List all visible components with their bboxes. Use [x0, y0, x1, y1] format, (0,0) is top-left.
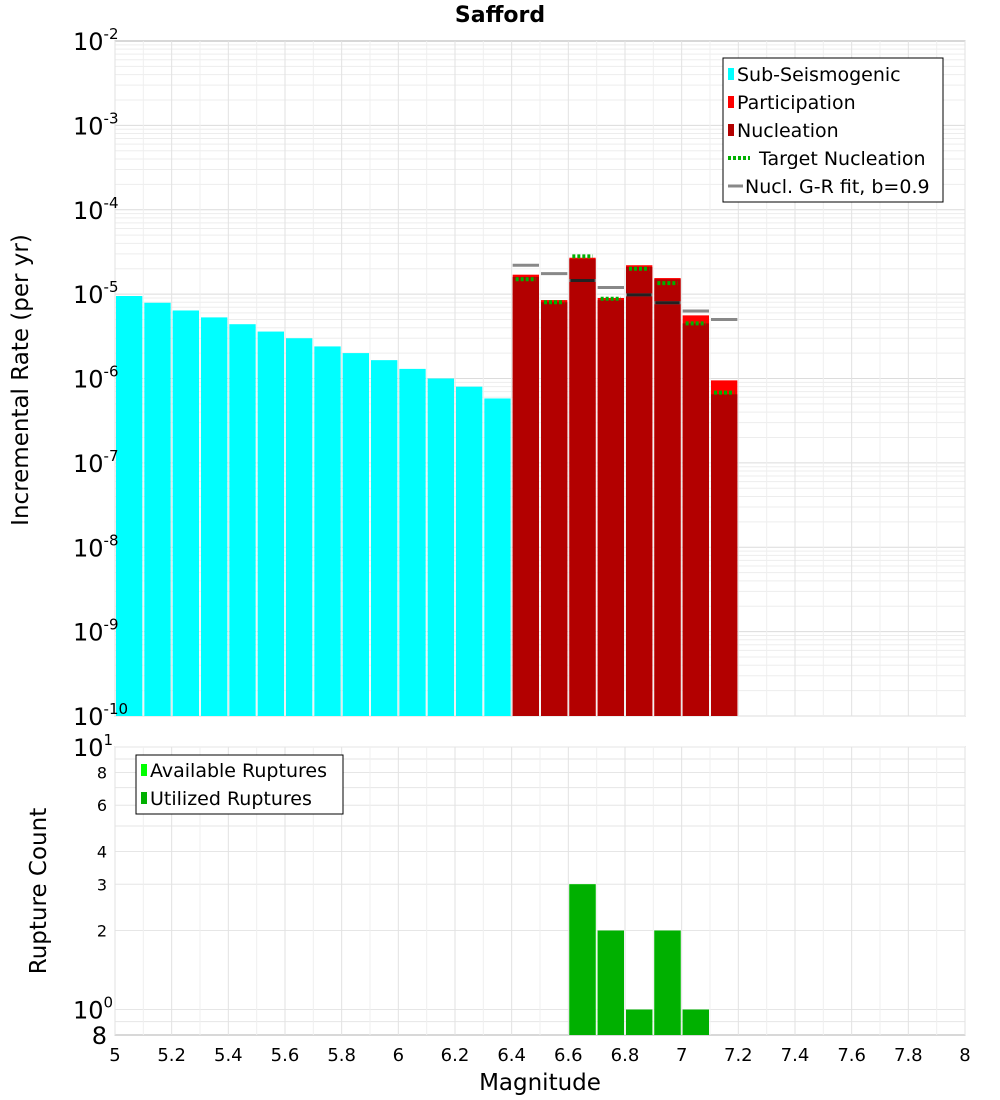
bottom-y-minor-tick-label: 4 [97, 842, 107, 861]
top-legend: Sub-Seismogenic Participation Nucleation Ta… [722, 57, 944, 203]
top-y-axis-label: Incremental Rate (per yr) [8, 234, 34, 526]
x-tick-label: 5.6 [271, 1045, 300, 1066]
legend-label-target-nucleation: Target Nucleation [758, 148, 926, 170]
utilized-ruptures-bar [569, 884, 596, 1035]
nucleation-bar [654, 279, 681, 716]
sub-seismogenic-bar [172, 310, 199, 716]
sub-seismogenic-bar [427, 378, 454, 716]
bottom-y-minor-tick-label: 8 [97, 763, 107, 782]
x-ticks: 5 5.2 5.4 5.6 5.8 6 6.2 6.4 6.6 6.8 7 7.2 7.4 7.6 7.8 8 [109, 1045, 970, 1066]
legend-label-utilized-ruptures: Utilized Ruptures [150, 788, 312, 810]
utilized-ruptures-bar [597, 930, 624, 1035]
sub-seismogenic-bar [229, 324, 256, 716]
bottom-y-tick-label: 100 [73, 994, 113, 1025]
x-tick-label: 7.4 [781, 1045, 810, 1066]
legend-swatch-available-ruptures [141, 764, 147, 776]
x-tick-label: 5.8 [327, 1045, 356, 1066]
y-tick-label: 10-4 [73, 194, 119, 225]
top-y-ticks: 10-2 10-3 10-4 10-5 10-6 10-7 10-8 10-9 10-10 [73, 25, 128, 731]
y-tick-label: 10-6 [73, 363, 119, 394]
legend-label-sub-seismogenic: Sub-Seismogenic [737, 64, 901, 86]
sub-seismogenic-bar [314, 346, 341, 716]
y-tick-label: 10-7 [73, 447, 119, 478]
sub-seismogenic-bar [371, 360, 398, 716]
sub-seismogenic-bar [257, 331, 284, 716]
nucleation-bar [512, 276, 539, 716]
x-tick-label: 5.4 [214, 1045, 243, 1066]
x-tick-label: 6.2 [441, 1045, 470, 1066]
x-axis-label: Magnitude [479, 1070, 601, 1096]
sub-seismogenic-bar [286, 338, 313, 716]
sub-seismogenic-bar [116, 296, 143, 716]
x-tick-label: 5.2 [157, 1045, 186, 1066]
y-tick-label: 10-8 [73, 531, 119, 562]
bottom-y-axis-label: Rupture Count [26, 808, 52, 974]
sub-seismogenic-bar [144, 302, 171, 716]
top-legend-box [722, 57, 944, 203]
x-tick-label: 7.6 [837, 1045, 866, 1066]
bottom-bars [569, 884, 709, 1035]
x-tick-label: 6.8 [611, 1045, 640, 1066]
sub-seismogenic-bar [201, 317, 228, 716]
utilized-ruptures-bar [654, 930, 681, 1035]
bottom-y-minor-tick-label: 6 [97, 796, 107, 815]
bottom-y-minor-tick-label: 3 [97, 875, 107, 894]
sub-seismogenic-bar [342, 353, 369, 716]
x-tick-label: 6.6 [554, 1045, 583, 1066]
legend-swatch-nucleation [728, 124, 734, 136]
bottom-y-bottom-tick-label: 8 [92, 1022, 107, 1050]
nucleation-bar [626, 266, 653, 716]
legend-swatch-sub-seismogenic [728, 68, 734, 80]
top-plot: 10-2 10-3 10-4 10-5 10-6 10-7 10-8 10-9 10-10 In… [8, 25, 966, 731]
utilized-ruptures-bar [626, 1009, 653, 1035]
x-tick-label: 6 [393, 1045, 404, 1066]
sub-seismogenic-bar [484, 398, 511, 716]
bottom-y-minor-tick-label: 2 [97, 922, 107, 941]
legend-label-nucleation: Nucleation [737, 120, 839, 142]
legend-swatch-utilized-ruptures [141, 792, 147, 804]
bottom-legend-box [135, 754, 344, 815]
y-tick-label: 10-5 [73, 278, 119, 309]
legend-swatch-participation [728, 96, 734, 108]
legend-label-nucl-g-r-fit-b-0-9: Nucl. G-R fit, b=0.9 [745, 176, 930, 198]
y-tick-label: 10-9 [73, 616, 119, 647]
x-tick-label: 7.2 [724, 1045, 753, 1066]
legend-label-available-ruptures: Available Ruptures [150, 760, 327, 782]
top-bars [116, 257, 738, 716]
top-lines [512, 254, 738, 395]
bottom-legend: Available Ruptures Utilized Ruptures [135, 754, 344, 815]
bottom-y-tick-label: 101 [73, 731, 113, 762]
y-tick-label: 10-10 [73, 700, 128, 731]
x-tick-label: 7 [676, 1045, 687, 1066]
sub-seismogenic-bar [399, 368, 426, 716]
nucleation-bar [682, 323, 709, 716]
nucleation-bar [711, 394, 738, 716]
y-tick-label: 10-3 [73, 109, 119, 140]
x-tick-label: 6.4 [497, 1045, 526, 1066]
sub-seismogenic-bar [456, 386, 483, 716]
y-tick-label: 10-2 [73, 25, 119, 56]
x-tick-label: 5 [109, 1045, 120, 1066]
chart-title: Safford [455, 3, 545, 28]
nucleation-bar [541, 302, 568, 716]
x-tick-label: 8 [959, 1045, 970, 1066]
nucleation-bar [597, 300, 624, 716]
utilized-ruptures-bar [682, 1009, 709, 1035]
x-tick-label: 7.8 [894, 1045, 923, 1066]
legend-label-participation: Participation [737, 92, 856, 114]
nucleation-bar [569, 259, 596, 716]
